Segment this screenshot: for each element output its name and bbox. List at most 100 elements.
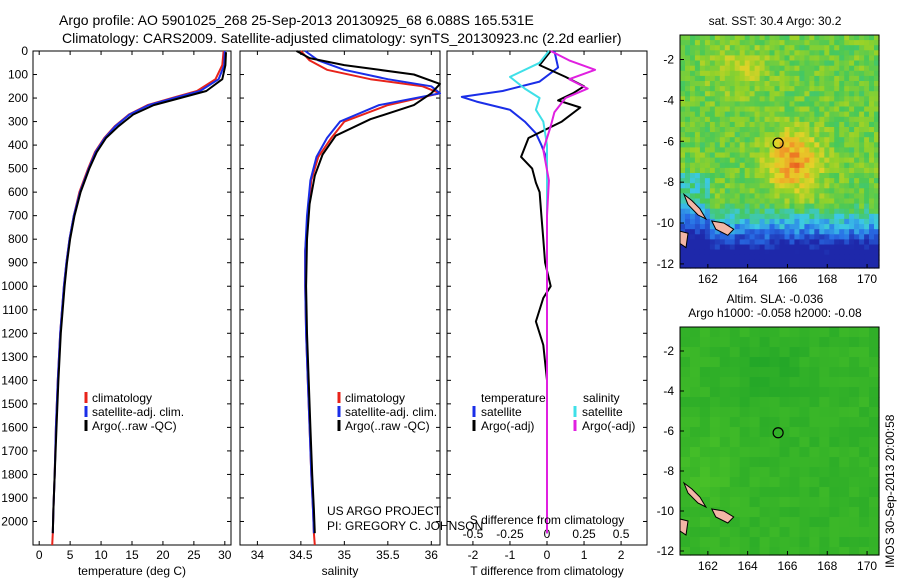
map-cell <box>749 70 756 77</box>
map-cell <box>814 239 820 246</box>
map-cell <box>719 70 726 77</box>
map-cell <box>804 121 810 128</box>
map-cell <box>784 259 791 266</box>
map-cell <box>859 178 865 184</box>
map-cell <box>759 249 766 256</box>
land-guadalcanal <box>710 508 735 524</box>
map-cell <box>680 427 691 438</box>
map-cell <box>864 208 870 215</box>
map-cell <box>809 437 820 448</box>
map-cell <box>719 213 726 220</box>
map-cell <box>754 178 761 184</box>
map-cell <box>739 213 746 220</box>
map-cell <box>774 152 781 159</box>
map-cell <box>764 81 771 87</box>
map-cell <box>685 152 691 159</box>
map-cell <box>690 397 701 408</box>
map-cell <box>680 457 691 468</box>
map-cell <box>814 254 820 261</box>
map-cell <box>859 173 865 179</box>
map-cell <box>759 229 766 235</box>
map-cell <box>794 167 800 174</box>
map-cell <box>809 527 820 538</box>
map-cell <box>834 50 840 56</box>
map-cell <box>869 224 875 230</box>
map-cell <box>704 152 711 159</box>
map-cell <box>680 162 686 169</box>
map-cell <box>774 183 781 189</box>
map-cell <box>834 188 840 194</box>
map-cell <box>709 497 721 508</box>
map-cell <box>869 203 875 210</box>
map-cell <box>819 497 830 508</box>
difference-legend: temperature salinity satellite Argo(-adj… <box>472 391 635 433</box>
map-cell <box>719 86 726 92</box>
map-cell <box>804 137 810 143</box>
map-cell <box>799 213 805 220</box>
map-cell <box>849 91 855 97</box>
map-cell <box>774 193 781 200</box>
map-cell <box>799 178 805 184</box>
map-cell <box>834 45 840 51</box>
map-cell <box>874 152 880 159</box>
map-cell <box>779 157 786 164</box>
map-cell <box>869 173 875 179</box>
map-cell <box>749 507 761 518</box>
map-cell <box>799 60 805 67</box>
map-cell <box>859 127 865 133</box>
map-cell <box>709 427 721 438</box>
map-cell <box>774 65 781 72</box>
map-cell <box>719 111 726 118</box>
map-cell <box>744 218 751 225</box>
map-cell <box>809 347 820 358</box>
map-cell <box>704 65 711 72</box>
map-cell <box>839 111 845 118</box>
map-cell <box>724 106 731 113</box>
map-cell <box>869 91 875 97</box>
map-cell <box>699 244 706 251</box>
map-cell <box>839 65 845 72</box>
map-cell <box>799 35 805 41</box>
map-cell <box>739 527 751 538</box>
map-cell <box>829 234 835 240</box>
map-cell <box>829 367 840 378</box>
map-cell <box>769 111 776 118</box>
map-cell <box>769 437 781 448</box>
map-cell <box>809 65 815 72</box>
map-cell <box>854 55 860 62</box>
map-cell <box>759 203 766 210</box>
map-cell <box>699 457 711 468</box>
map-cell <box>809 537 820 548</box>
map-cell <box>814 208 820 215</box>
map-cell <box>804 254 810 261</box>
map-cell <box>764 244 771 251</box>
map-cell <box>869 507 880 518</box>
map-cell <box>694 81 701 87</box>
map-cell <box>814 167 820 174</box>
map-cell <box>789 407 800 418</box>
map-cell <box>844 229 850 235</box>
map-cell <box>699 264 706 269</box>
map-cell <box>749 327 761 338</box>
map-cell <box>685 213 691 220</box>
x-tick-label: 5 <box>67 548 74 562</box>
map-cell <box>789 167 796 174</box>
map-cell <box>819 239 825 246</box>
map-cell <box>779 437 791 448</box>
map-cell <box>819 397 830 408</box>
map-cell <box>854 259 860 266</box>
map-cell <box>859 157 865 164</box>
map-cell <box>734 218 741 225</box>
map-cell <box>704 81 711 87</box>
map-cell <box>774 254 781 261</box>
map-cell <box>709 377 721 388</box>
map-cell <box>804 91 810 97</box>
map-cell <box>799 218 805 225</box>
map-cell <box>709 75 716 82</box>
map-cell <box>829 327 840 338</box>
map-cell <box>804 106 810 113</box>
map-cell <box>874 193 880 200</box>
map-cell <box>849 152 855 159</box>
map-cell <box>739 417 751 428</box>
map-cell <box>774 86 781 92</box>
